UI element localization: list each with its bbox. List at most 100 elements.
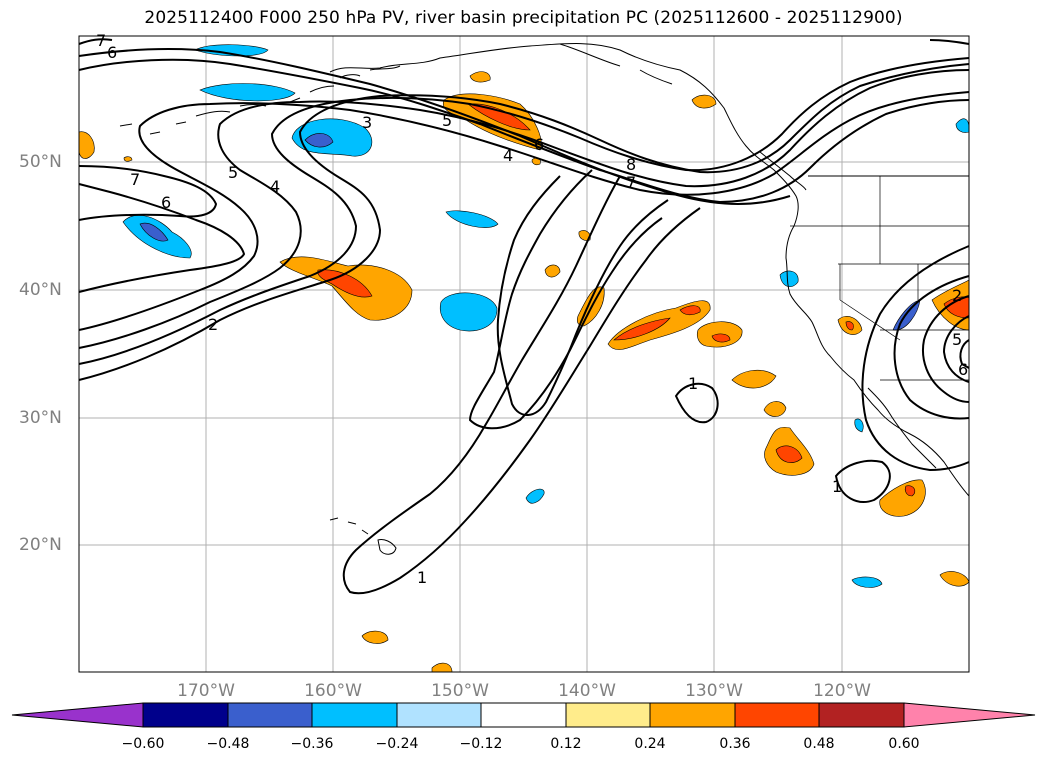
- coastline-vancouver-island: [759, 151, 807, 191]
- contour-label: 5: [442, 111, 452, 130]
- pv-contour-line: [834, 459, 891, 503]
- precip-negative-area: [525, 488, 545, 504]
- precip-negative-area: [304, 133, 334, 148]
- precip-positive-area: [544, 264, 561, 278]
- contour-label: 4: [270, 177, 280, 196]
- contour-label: 5: [952, 330, 962, 349]
- coastline-hawaii: [329, 517, 397, 555]
- contour-label: 1: [832, 477, 842, 496]
- precip-negative-area: [439, 292, 498, 332]
- precip-positive-area: [679, 305, 701, 316]
- colorbar-segment: [734, 702, 820, 728]
- pv-contour-line: [674, 382, 719, 424]
- colorbar-extend-max: [903, 702, 1036, 728]
- pv-contour-line: [78, 165, 218, 221]
- precipitation-shading: [78, 44, 970, 673]
- pv-contour-line: [496, 175, 669, 416]
- border-states: [790, 176, 969, 381]
- coastlines: [119, 43, 970, 555]
- precip-negative-area: [445, 210, 499, 228]
- precip-positive-area: [469, 71, 491, 83]
- longitude-label: 150°W: [431, 681, 489, 701]
- precip-positive-area: [578, 230, 591, 241]
- precip-positive-area: [317, 269, 373, 298]
- pv-contour-line: [78, 57, 970, 365]
- contour-label: 4: [503, 146, 513, 165]
- latitude-label: 20°N: [19, 535, 62, 555]
- contour-labels: 7 6 3 5 4 6 8 7 5 4 7 6 2 1 1 1 2 5 6: [96, 31, 968, 587]
- coastline-aleutians: [119, 85, 335, 135]
- colorbar-segment: [227, 702, 313, 728]
- pv-contour-line: [78, 58, 970, 204]
- precip-negative-area: [851, 576, 883, 588]
- precip-positive-area: [613, 317, 671, 341]
- colorbar-tick-label: 0.60: [888, 736, 920, 752]
- precip-positive-area: [845, 321, 854, 331]
- pv-contour-line: [468, 169, 663, 430]
- colorbar-segment: [142, 702, 229, 728]
- latitude-label: 30°N: [19, 408, 62, 428]
- coastline-baja: [867, 387, 937, 469]
- precip-negative-area: [139, 222, 169, 242]
- coastline-alaska-bc: [329, 43, 970, 497]
- pv-contours: [78, 38, 970, 595]
- contour-label: 8: [626, 155, 636, 174]
- precip-positive-area: [467, 103, 531, 131]
- pv-contour-line: [342, 175, 701, 595]
- contour-label: 6: [958, 360, 968, 379]
- contour-label: 6: [161, 193, 171, 212]
- precip-positive-area: [361, 630, 389, 644]
- latitude-label: 40°N: [19, 280, 62, 300]
- coastline-alaska-north: [339, 43, 673, 85]
- pv-contour-line: [78, 69, 970, 349]
- figure-title: 2025112400 F000 250 hPa PV, river basin …: [144, 8, 903, 28]
- contour-label: 3: [362, 113, 372, 132]
- colorbar-segment: [396, 702, 482, 728]
- contour-label: 7: [626, 173, 636, 192]
- colorbar-tick-label: 0.12: [550, 736, 582, 752]
- contour-label: 2: [208, 315, 218, 334]
- pv-contour-line: [78, 38, 113, 45]
- precip-positive-area: [78, 131, 95, 159]
- colorbar-segment: [480, 702, 567, 728]
- colorbar-tick-label: −0.36: [290, 736, 334, 752]
- contour-label: 6: [534, 135, 544, 154]
- pv-contour-line: [78, 183, 246, 293]
- pv-contour-line: [959, 339, 970, 369]
- precip-positive-area: [731, 369, 777, 389]
- colorbar-tick-label: −0.24: [375, 736, 419, 752]
- graticule: [79, 36, 969, 672]
- longitude-label: 140°W: [558, 681, 616, 701]
- precip-positive-area: [904, 485, 916, 497]
- contour-label: 6: [107, 43, 117, 62]
- contour-label: 2: [952, 286, 962, 305]
- colorbar-tick-label: −0.12: [459, 736, 503, 752]
- precip-negative-area: [291, 118, 373, 157]
- pv-contour-line: [922, 295, 970, 403]
- colorbar-segment: [818, 702, 905, 728]
- precip-positive-area: [123, 156, 133, 162]
- pv-contour-line: [78, 48, 791, 205]
- latitude-label: 50°N: [19, 152, 62, 172]
- pv-contour-line: [893, 275, 970, 420]
- pv-contour-line: [929, 39, 970, 45]
- longitude-label: 120°W: [813, 681, 871, 701]
- colorbar-segment: [649, 702, 736, 728]
- precip-negative-area: [199, 83, 296, 102]
- colorbar-tick-label: −0.48: [206, 736, 250, 752]
- contour-label: 7: [96, 31, 106, 50]
- longitude-label: 170°W: [177, 681, 235, 701]
- pv-contour-line: [942, 315, 970, 383]
- pv-contour-line: [78, 91, 970, 331]
- longitude-label: 130°W: [685, 681, 743, 701]
- colorbar-tick-label: 0.36: [719, 736, 751, 752]
- contour-label: 1: [417, 568, 427, 587]
- pv-contour-line: [861, 245, 970, 472]
- colorbar-tick-label: 0.48: [803, 736, 835, 752]
- contour-label: 1: [688, 374, 698, 393]
- precip-positive-area: [763, 401, 787, 417]
- colorbar-tick-label: 0.24: [634, 736, 666, 752]
- plot-frame: [78, 35, 970, 673]
